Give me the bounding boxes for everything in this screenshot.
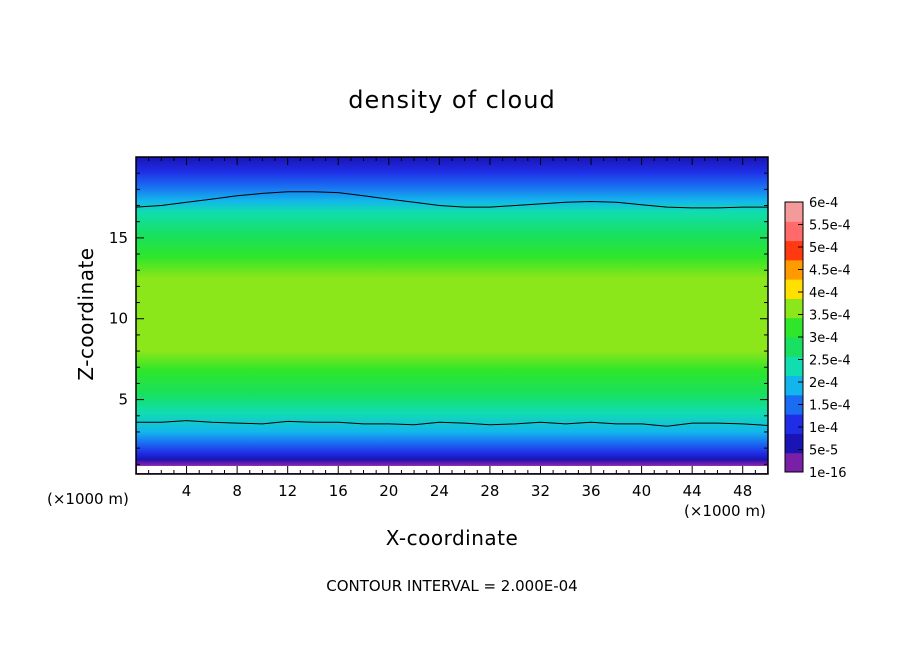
colorbar-swatch xyxy=(785,240,803,261)
x-axis-label: X-coordinate xyxy=(385,526,519,550)
colorbar-swatch xyxy=(785,414,803,434)
colorbar-swatch xyxy=(785,356,803,377)
contour-interval-note: CONTOUR INTERVAL = 2.000E-04 xyxy=(326,577,578,595)
x-tick-label: 24 xyxy=(430,482,449,500)
colorbar-label: 1.5e-4 xyxy=(809,399,851,414)
colorbar-swatch xyxy=(785,433,803,454)
x-axis-unit-left: (×1000 m) xyxy=(47,490,129,508)
y-tick-label: 10 xyxy=(109,310,128,328)
colorbar-label: 2.5e-4 xyxy=(809,354,851,369)
colorbar-swatch xyxy=(785,259,803,280)
colorbar-swatch xyxy=(785,452,803,473)
colorbar-label: 1e-4 xyxy=(809,421,838,436)
colorbar-swatch xyxy=(785,202,803,222)
colorbar-label: 4.5e-4 xyxy=(809,264,851,279)
colorbar-swatch xyxy=(785,279,803,299)
colorbar-label: 3e-4 xyxy=(809,331,838,346)
x-tick-label: 4 xyxy=(182,482,192,500)
colorbar-swatch xyxy=(785,337,803,357)
x-axis-unit-right: (×1000 m) xyxy=(684,502,766,520)
colorbar-label: 5e-5 xyxy=(809,444,838,459)
colorbar-swatch xyxy=(785,221,803,242)
contour-line-1 xyxy=(136,420,769,427)
x-tick-label: 8 xyxy=(232,482,242,500)
density-field xyxy=(136,157,768,474)
colorbar-swatch xyxy=(785,317,803,338)
colorbar-swatch xyxy=(785,375,803,396)
colorbar: 1e-16 5e-5 1e-4 1.5e-4 2e-4 2.5e-4 3e-4 3.5e-4 4… xyxy=(784,196,851,481)
colorbar-label: 5.5e-4 xyxy=(809,219,851,234)
contour-line-2 xyxy=(135,191,768,209)
colorbar-label: 3.5e-4 xyxy=(809,309,851,324)
y-tick-label: 15 xyxy=(109,229,128,247)
x-tick-label: 12 xyxy=(278,482,297,500)
x-tick-label: 28 xyxy=(480,482,499,500)
chart-title: density of cloud xyxy=(348,86,556,114)
colorbar-swatch xyxy=(785,394,803,415)
x-tick-label: 32 xyxy=(531,482,550,500)
x-tick-label: 36 xyxy=(581,482,600,500)
x-tick-label: 40 xyxy=(632,482,651,500)
colorbar-label: 2e-4 xyxy=(809,376,838,391)
colorbar-label: 1e-16 xyxy=(809,466,847,481)
y-tick-label: 5 xyxy=(118,391,128,409)
colorbar-label: 6e-4 xyxy=(809,196,838,211)
x-tick-label: 44 xyxy=(683,482,702,500)
x-tick-label: 20 xyxy=(379,482,398,500)
x-tick-label: 16 xyxy=(329,482,348,500)
plot-area xyxy=(135,157,769,474)
ground-gap xyxy=(137,465,767,473)
colorbar-label: 4e-4 xyxy=(809,286,838,301)
x-tick-label: 48 xyxy=(733,482,752,500)
colorbar-label: 5e-4 xyxy=(809,241,838,256)
colorbar-swatch xyxy=(785,298,803,319)
